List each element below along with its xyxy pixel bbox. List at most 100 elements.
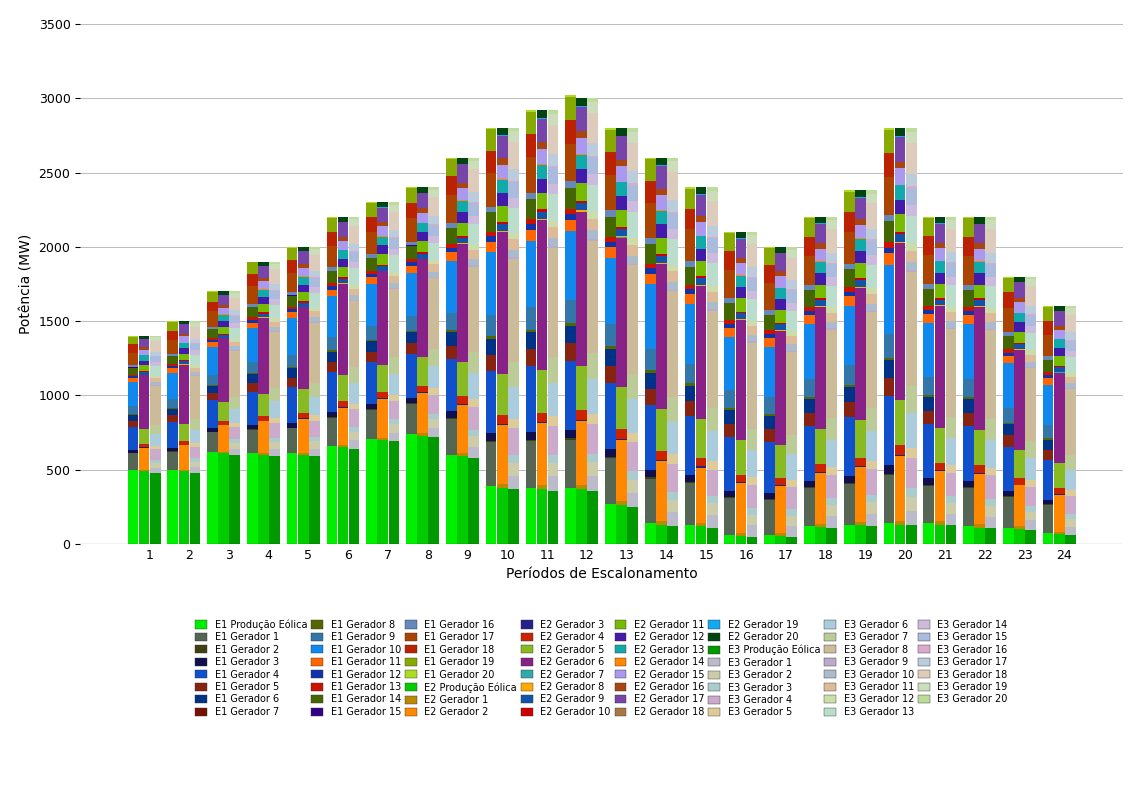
Bar <box>457 236 468 238</box>
Bar <box>309 421 320 437</box>
Bar <box>348 449 360 544</box>
Bar <box>656 238 667 254</box>
Bar <box>229 291 241 293</box>
Bar <box>486 173 496 206</box>
Bar <box>804 285 815 290</box>
Bar <box>338 237 348 241</box>
Bar <box>843 232 855 264</box>
Bar <box>884 475 894 523</box>
Bar <box>724 298 736 303</box>
Bar <box>627 399 638 433</box>
Bar <box>1014 298 1025 302</box>
Bar <box>286 312 298 318</box>
Bar <box>934 300 945 306</box>
Bar <box>986 286 996 308</box>
Bar <box>815 430 826 465</box>
Bar <box>684 383 696 386</box>
Bar <box>945 329 956 417</box>
Bar <box>986 253 996 262</box>
Bar <box>127 406 139 414</box>
Bar <box>1003 424 1014 435</box>
Bar <box>804 218 815 237</box>
Bar <box>139 429 149 444</box>
Bar <box>1014 450 1025 478</box>
Bar <box>963 218 974 237</box>
Bar <box>1026 277 1036 279</box>
Bar <box>417 393 427 433</box>
Bar <box>348 302 360 367</box>
Bar <box>1026 481 1036 487</box>
Bar <box>627 171 638 183</box>
Bar <box>776 322 786 324</box>
Bar <box>707 226 717 237</box>
Bar <box>588 156 598 157</box>
Bar <box>526 112 536 134</box>
Bar <box>747 267 758 277</box>
Bar <box>924 310 934 314</box>
Bar <box>895 128 905 136</box>
Bar <box>269 263 280 270</box>
Bar <box>696 278 706 285</box>
Bar <box>747 341 758 342</box>
Bar <box>150 376 160 378</box>
Bar <box>804 256 815 285</box>
Bar <box>1065 388 1076 390</box>
Bar <box>139 471 149 544</box>
Bar <box>605 449 615 457</box>
Bar <box>1043 306 1053 307</box>
Bar <box>139 371 149 372</box>
Bar <box>298 413 308 418</box>
Bar <box>866 194 877 203</box>
Bar <box>866 502 877 514</box>
Bar <box>866 310 877 312</box>
Bar <box>406 262 417 266</box>
Bar <box>127 414 139 421</box>
Bar <box>934 262 945 273</box>
Bar <box>309 311 320 318</box>
Bar <box>127 454 139 470</box>
Bar <box>934 306 945 428</box>
Bar <box>179 446 189 470</box>
Bar <box>974 307 986 430</box>
Bar <box>684 475 696 482</box>
Bar <box>963 378 974 397</box>
Bar <box>286 248 298 260</box>
Bar <box>826 278 837 286</box>
Bar <box>684 290 696 294</box>
Bar <box>406 404 417 434</box>
Bar <box>258 304 269 312</box>
Bar <box>866 461 877 469</box>
Bar <box>627 128 638 131</box>
Bar <box>667 454 677 463</box>
Bar <box>707 470 717 496</box>
Bar <box>258 282 269 290</box>
Bar <box>924 478 934 485</box>
Bar <box>707 190 717 201</box>
Bar <box>924 425 934 478</box>
Bar <box>866 255 877 265</box>
Bar <box>457 396 468 404</box>
Bar <box>327 286 337 290</box>
Bar <box>617 502 627 506</box>
Bar <box>536 179 548 193</box>
Bar <box>895 400 905 445</box>
Bar <box>855 263 865 278</box>
Bar <box>508 131 519 142</box>
Bar <box>764 346 775 398</box>
Bar <box>776 324 786 330</box>
Bar <box>1003 277 1014 278</box>
Bar <box>627 442 638 471</box>
Bar <box>1026 441 1036 458</box>
Bar <box>843 387 855 402</box>
Bar <box>627 256 638 264</box>
Bar <box>248 320 258 322</box>
Bar <box>269 318 280 322</box>
Bar <box>736 311 746 314</box>
Bar <box>588 157 598 174</box>
Bar <box>786 434 798 454</box>
Bar <box>565 214 576 220</box>
Bar <box>617 160 627 166</box>
Bar <box>248 383 258 391</box>
Bar <box>338 407 348 445</box>
Bar <box>576 98 587 106</box>
